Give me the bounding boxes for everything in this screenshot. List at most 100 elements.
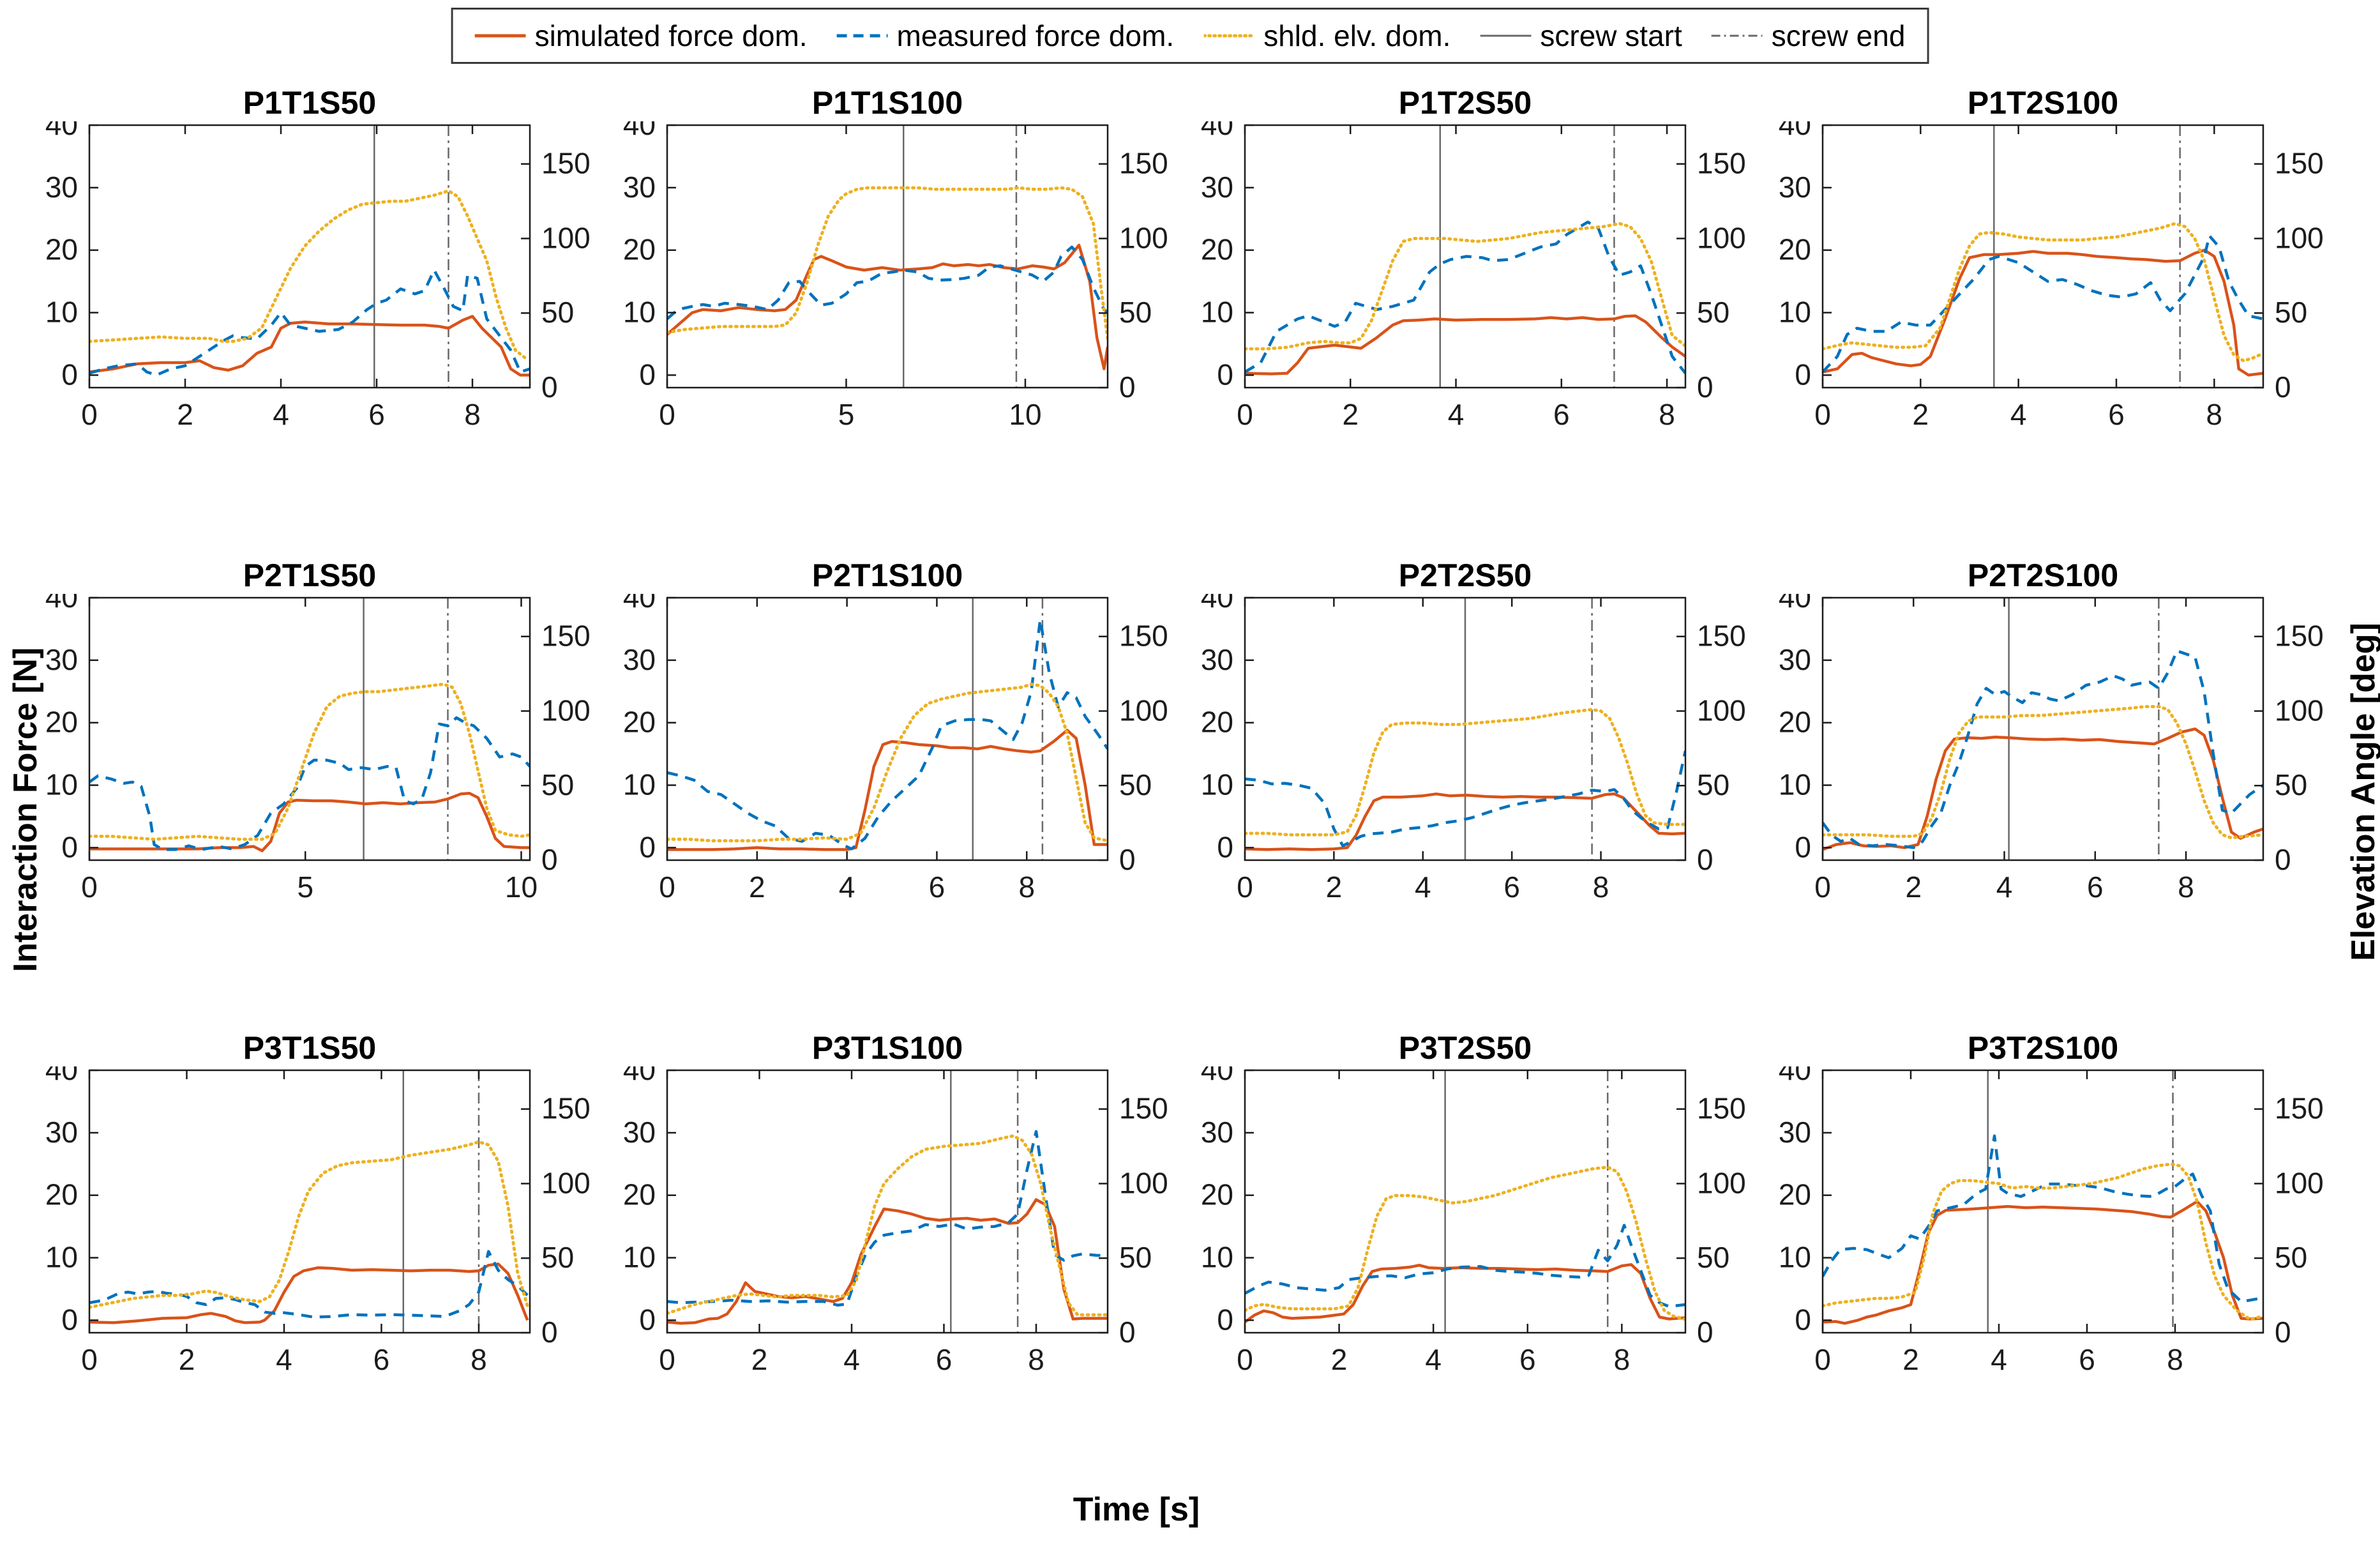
x-tick-label: 5 <box>297 870 313 904</box>
left-tick-label: 0 <box>61 358 78 391</box>
chart-p3t2s100: 0 10 20 30 40 0 50 100 150 0 2 4 6 8 <box>1779 1066 2324 1376</box>
elevation-line-icon <box>1203 34 1255 38</box>
axes-box <box>666 1069 1109 1334</box>
right-tick-label: 50 <box>1119 296 1152 329</box>
right-tick-label: 100 <box>2275 221 2324 254</box>
left-tick-label: 20 <box>45 706 78 739</box>
axes-box <box>666 596 1109 861</box>
x-tick-label: 6 <box>368 398 385 431</box>
left-tick-label: 40 <box>45 121 78 141</box>
right-tick-label: 0 <box>1697 370 1713 404</box>
left-tick-label: 30 <box>1779 643 1811 676</box>
shoulder-elevation-line <box>1245 222 1685 351</box>
x-tick-label: 6 <box>1503 870 1520 904</box>
left-tick-label: 0 <box>61 1303 78 1336</box>
left-tick-label: 20 <box>1779 1178 1811 1211</box>
x-tick-label: 6 <box>2079 1343 2095 1376</box>
legend-label: measured force dom. <box>896 19 1175 52</box>
right-tick-label: 100 <box>541 221 591 254</box>
screw-start-line-icon <box>1480 34 1532 37</box>
simulated-force-line <box>1245 792 1685 851</box>
measured-force-line <box>89 268 530 377</box>
subplot-title: P2T2S100 <box>1967 557 2119 593</box>
x-tick-label: 4 <box>1996 870 2013 904</box>
left-tick-label: 20 <box>1201 1178 1233 1211</box>
left-tick-label: 30 <box>1201 1116 1233 1149</box>
x-tick-label: 6 <box>2108 398 2125 431</box>
subplot-title: P2T2S50 <box>1398 557 1532 593</box>
x-tick-label: 0 <box>1814 398 1831 431</box>
x-tick-label: 4 <box>1415 870 1431 904</box>
subplot-title: P3T2S50 <box>1398 1030 1532 1066</box>
right-tick-label: 50 <box>1119 1241 1152 1274</box>
chart-p1t1s100: 0 10 20 30 40 0 50 100 150 0 5 10 <box>623 121 1168 431</box>
measured-force-line <box>1245 220 1685 374</box>
shoulder-elevation-line <box>1823 705 2263 840</box>
subplot-p3t1s50: P3T1S50 0 10 20 30 40 0 50 100 150 0 2 4 6 8 <box>19 1023 597 1496</box>
left-tick-label: 30 <box>1779 171 1811 204</box>
left-tick-label: 0 <box>61 830 78 863</box>
right-tick-label: 100 <box>1119 1166 1168 1199</box>
x-tick-label: 4 <box>1425 1343 1442 1376</box>
x-tick-label: 8 <box>1593 870 1609 904</box>
right-tick-label: 50 <box>541 1241 574 1274</box>
x-tick-label: 8 <box>471 1343 487 1376</box>
right-tick-label: 0 <box>1119 370 1136 404</box>
subplot-p2t2s50: P2T2S50 0 10 20 30 40 0 50 100 150 0 2 4 6 8 <box>1175 550 1752 1023</box>
subplot-p2t2s100: P2T2S100 0 10 20 30 40 0 50 100 150 0 2 4 6 8 <box>1752 550 2330 1023</box>
left-tick-label: 10 <box>45 296 78 329</box>
left-tick-label: 0 <box>639 358 656 391</box>
right-tick-label: 50 <box>2275 768 2307 801</box>
x-tick-label: 8 <box>2178 870 2194 904</box>
subplot-p1t1s50: P1T1S50 0 10 20 30 40 0 50 100 150 0 2 4 6 8 <box>19 78 597 550</box>
shoulder-elevation-line <box>1823 1162 2263 1321</box>
x-tick-label: 0 <box>81 398 98 431</box>
x-tick-label: 6 <box>936 1343 953 1376</box>
legend-label: simulated force dom. <box>534 19 808 52</box>
left-tick-label: 20 <box>1779 233 1811 266</box>
right-axis-label: Elevation Angle [deg] <box>2345 623 2380 961</box>
x-tick-label: 6 <box>1553 398 1570 431</box>
chart-p2t2s100: 0 10 20 30 40 0 50 100 150 0 2 4 6 8 <box>1779 594 2324 904</box>
right-tick-label: 50 <box>541 296 574 329</box>
axes-box <box>1244 1069 1687 1334</box>
subplot-p1t2s50: P1T2S50 0 10 20 30 40 0 50 100 150 0 2 4 6 8 <box>1175 78 1752 550</box>
axes-box <box>88 596 531 861</box>
shoulder-elevation-line <box>667 186 1108 340</box>
x-tick-label: 4 <box>1991 1343 2007 1376</box>
x-tick-label: 0 <box>659 398 675 431</box>
x-tick-label: 8 <box>1028 1343 1044 1376</box>
x-tick-label: 8 <box>1659 398 1675 431</box>
subplot-title: P3T2S100 <box>1967 1030 2119 1066</box>
left-tick-label: 30 <box>1201 171 1233 204</box>
x-tick-label: 0 <box>1237 398 1253 431</box>
right-tick-label: 0 <box>1697 843 1713 876</box>
left-tick-label: 20 <box>1201 706 1233 739</box>
subplot-p3t1s100: P3T1S100 0 10 20 30 40 0 50 100 150 0 2 4 6 8 <box>597 1023 1175 1496</box>
left-tick-label: 30 <box>45 1116 78 1149</box>
right-tick-label: 0 <box>2275 370 2291 404</box>
left-tick-label: 40 <box>623 121 656 141</box>
left-tick-label: 20 <box>45 233 78 266</box>
subplot-p2t1s100: P2T1S100 0 10 20 30 40 0 50 100 150 0 2 4 6 8 <box>597 550 1175 1023</box>
left-tick-label: 30 <box>623 171 656 204</box>
right-tick-label: 0 <box>1697 1315 1713 1349</box>
axes-box <box>1244 124 1687 389</box>
chart-p1t2s100: 0 10 20 30 40 0 50 100 150 0 2 4 6 8 <box>1779 121 2324 431</box>
left-tick-label: 40 <box>45 594 78 614</box>
right-tick-label: 50 <box>2275 1241 2307 1274</box>
subplot-p3t2s100: P3T2S100 0 10 20 30 40 0 50 100 150 0 2 4 6 8 <box>1752 1023 2330 1496</box>
x-tick-label: 2 <box>1342 398 1359 431</box>
right-tick-label: 0 <box>1119 843 1136 876</box>
subplot-title: P1T2S100 <box>1967 85 2119 121</box>
right-tick-label: 150 <box>1697 1092 1746 1125</box>
left-tick-label: 20 <box>623 1178 656 1211</box>
shoulder-elevation-line <box>1245 708 1685 837</box>
measured-force-line <box>1245 1224 1685 1308</box>
measured-force-line <box>89 1250 529 1319</box>
simulated-force-line <box>89 315 530 377</box>
x-tick-label: 4 <box>276 1343 292 1376</box>
right-tick-label: 150 <box>541 147 591 180</box>
legend-item-screw-end: screw end <box>1711 19 1905 53</box>
